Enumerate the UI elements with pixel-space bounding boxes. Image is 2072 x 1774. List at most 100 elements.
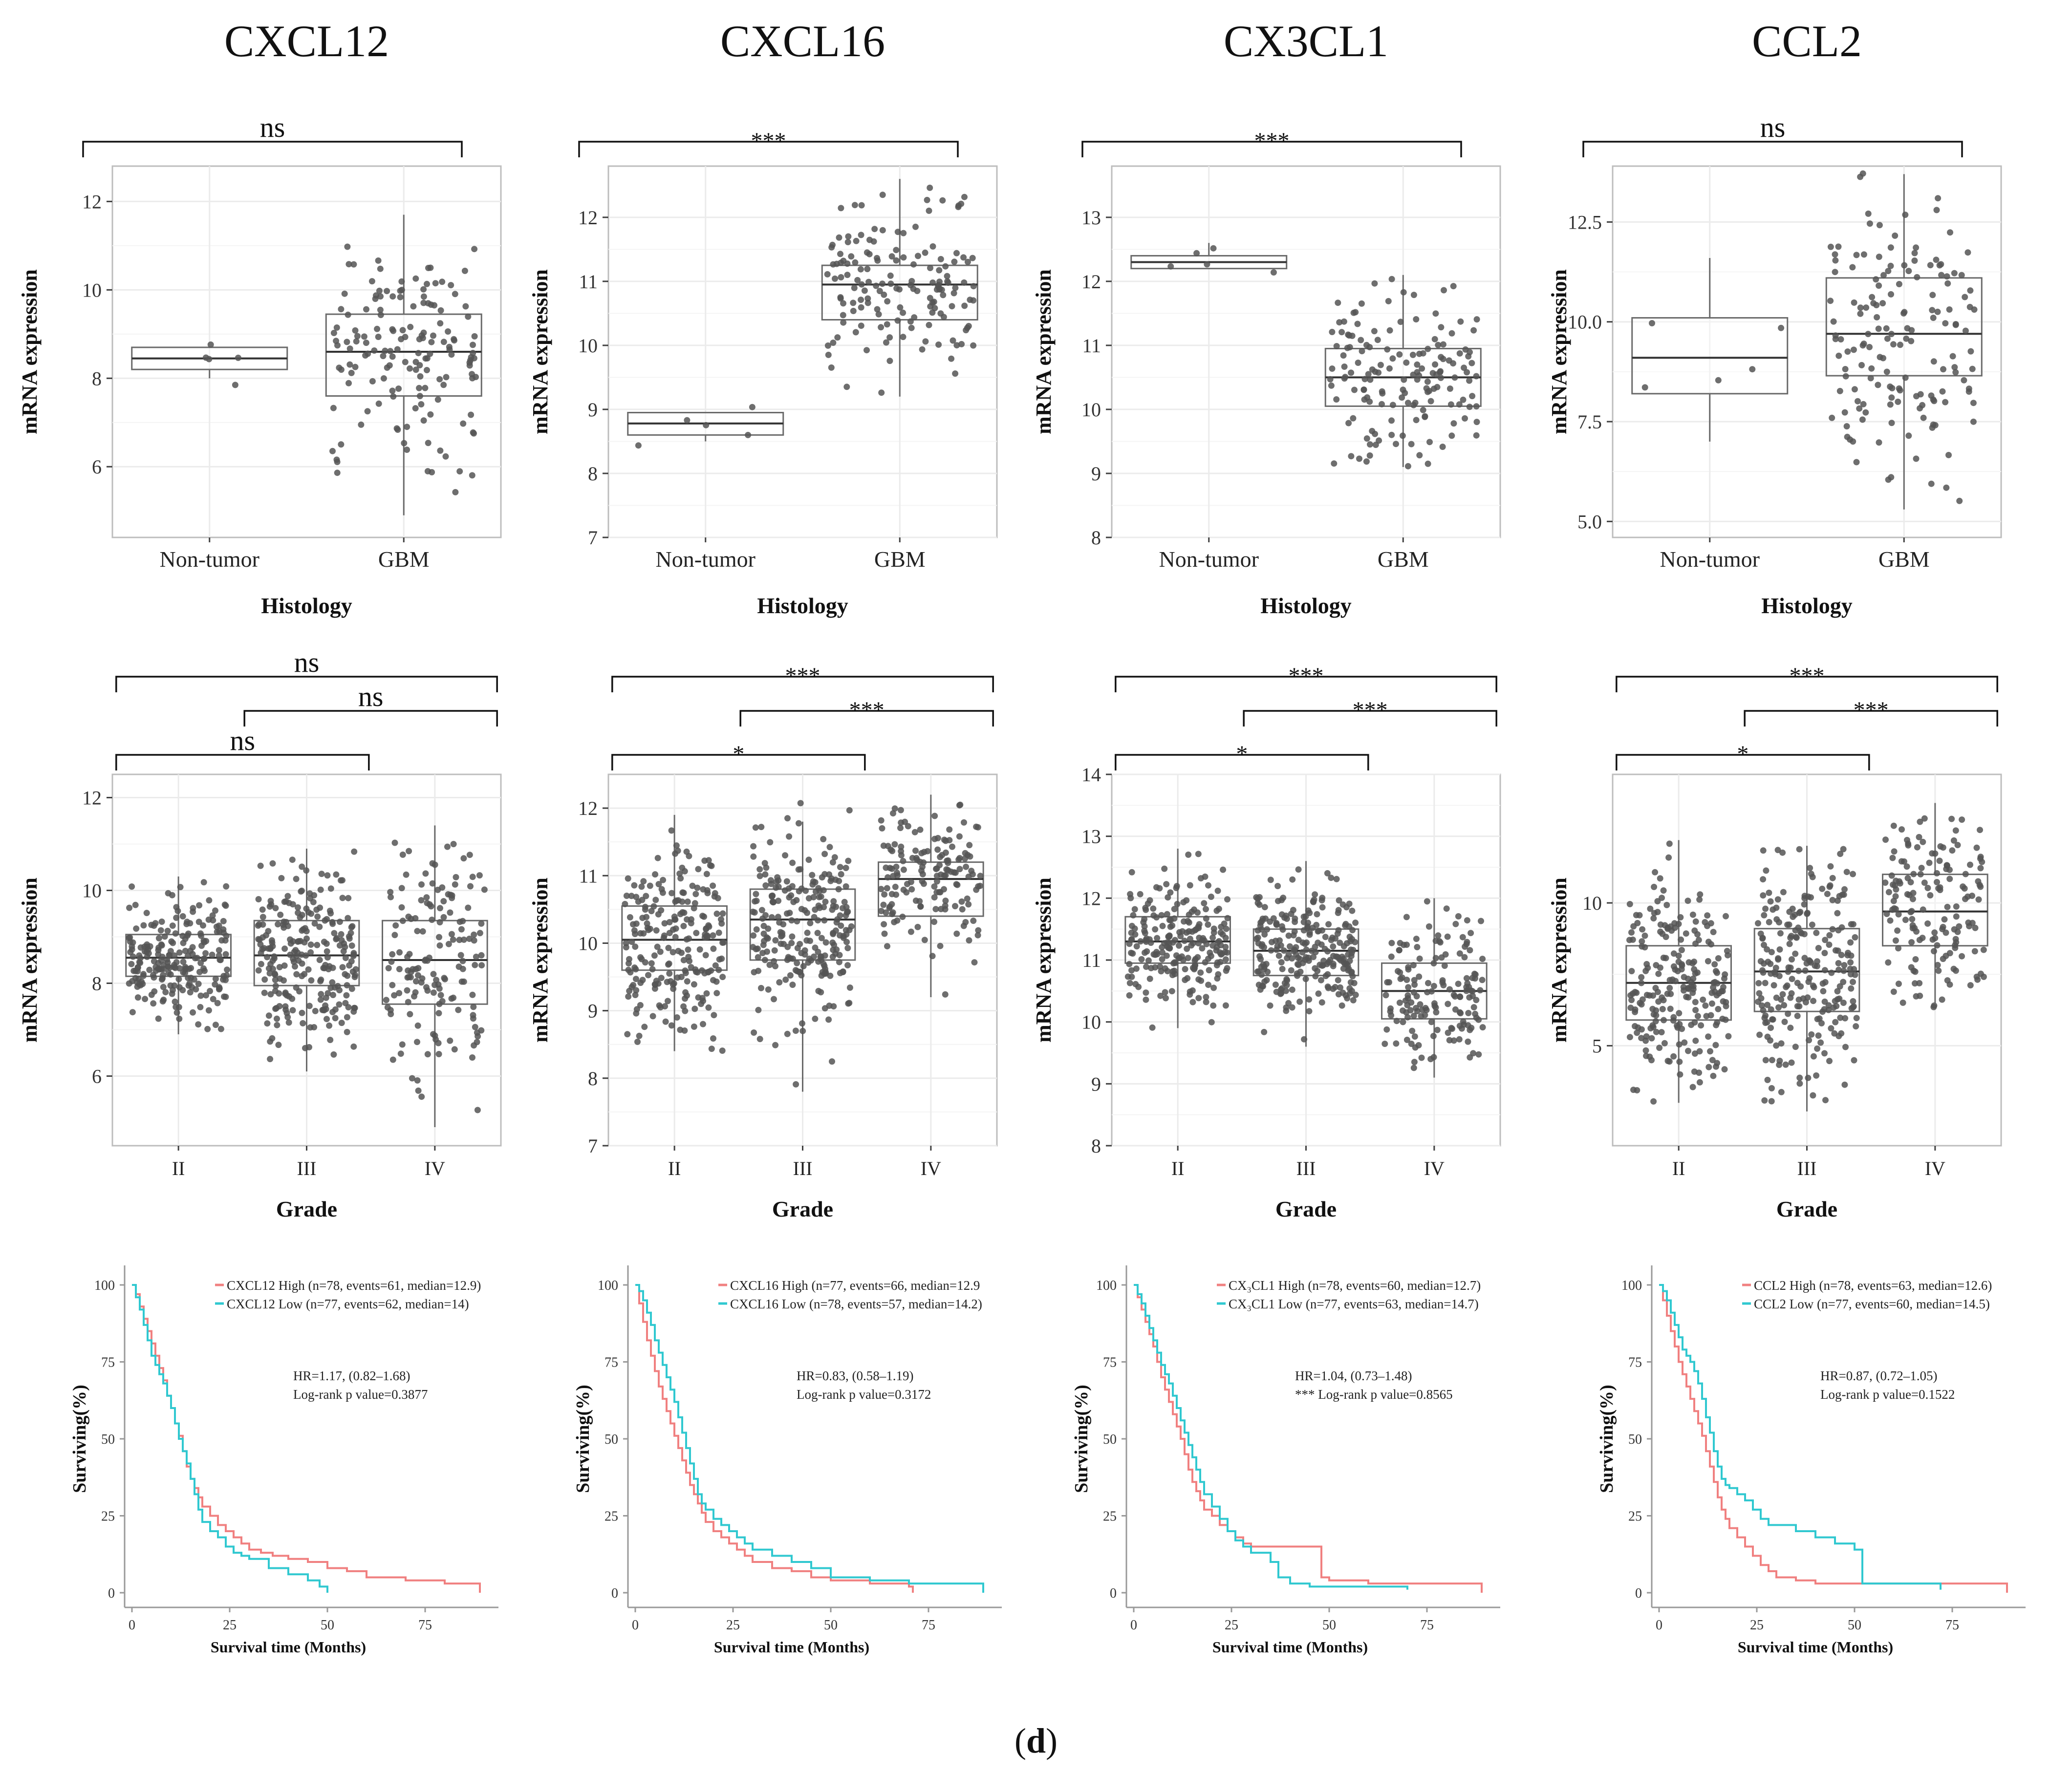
data-point [1209,934,1216,941]
data-point [338,441,345,448]
data-point [478,962,485,969]
data-point [269,860,276,867]
data-point [436,942,443,949]
data-point [260,945,267,952]
data-point [276,1003,283,1009]
data-point [474,1039,480,1046]
data-point [350,1043,357,1050]
data-point [1723,999,1729,1005]
data-point [1435,932,1442,939]
data-point [380,353,387,360]
data-point [1848,921,1855,928]
data-point [1912,980,1918,987]
data-point [1463,975,1470,982]
data-point [414,928,421,935]
data-point [1843,869,1850,876]
data-point [1210,984,1217,991]
data-point [908,886,915,893]
data-point [1649,320,1655,326]
data-point [272,987,279,994]
data-point [814,930,821,937]
data-point [926,207,932,214]
data-point [1399,974,1405,981]
data-point [944,273,950,279]
data-point [1168,988,1175,995]
x-tick-label: IV [425,1157,445,1179]
data-point [1916,834,1922,840]
data-point [1814,958,1820,965]
data-point [900,230,907,236]
data-point [1295,937,1302,943]
km-curve-low [635,1284,984,1593]
data-point [1267,1002,1273,1009]
data-point [430,971,437,978]
data-point [1630,1087,1637,1093]
data-point [1723,913,1729,919]
data-point [1920,906,1926,913]
data-point [1450,283,1457,290]
data-point [1755,920,1761,927]
data-point [1171,915,1178,922]
data-point [1405,984,1412,991]
data-point [1278,959,1285,966]
data-point [405,999,411,1005]
data-point [842,883,849,890]
data-point [835,886,842,893]
data-point [866,251,873,257]
data-point [1670,950,1677,957]
data-point [1776,946,1783,953]
data-point [180,959,187,965]
data-point [931,919,938,925]
bracket-label: ns [230,725,256,756]
data-point [822,898,829,905]
data-point [1757,958,1764,964]
y-tick-label: 8 [1091,527,1101,549]
data-point [1851,386,1858,393]
data-point [195,1021,202,1028]
data-point [1927,262,1934,269]
data-point [478,1027,485,1034]
data-point [289,1007,296,1014]
x-tick-label: IV [921,1157,941,1179]
data-point [1165,894,1171,901]
data-point [1912,956,1919,962]
data-point [399,1041,406,1048]
data-point [952,903,958,910]
data-point [1781,1019,1788,1025]
data-point [414,1022,421,1029]
data-point [1290,907,1296,914]
data-point [1757,930,1764,937]
data-point [1829,897,1836,903]
data-point [1414,361,1421,368]
y-axis-title: Surviving(%) [1071,1385,1092,1493]
data-point [889,848,896,855]
data-point [1876,222,1883,229]
x-tick-label: IV [1424,1157,1445,1179]
significance-brackets: ns [1582,111,1963,157]
data-point [1173,952,1180,959]
data-points [1124,851,1231,1031]
data-point [845,233,852,240]
data-point [632,943,639,950]
data-point [1950,837,1957,844]
data-point [1907,909,1914,916]
x-tick-label: II [668,1157,681,1179]
data-point [407,365,413,372]
data-point [845,857,852,864]
data-point [1964,249,1971,256]
data-point [1445,1029,1451,1036]
data-point [446,343,453,350]
data-point [900,254,907,261]
data-point [1456,1009,1463,1016]
data-point [1764,946,1770,953]
data-point [640,930,647,937]
data-point [1186,911,1192,918]
data-point [171,964,177,971]
data-point [418,881,425,888]
data-point [864,266,871,273]
data-point [824,271,831,278]
data-point [269,1035,276,1042]
data-point [1124,973,1131,980]
data-point [1835,1033,1842,1040]
data-point [1318,941,1325,948]
